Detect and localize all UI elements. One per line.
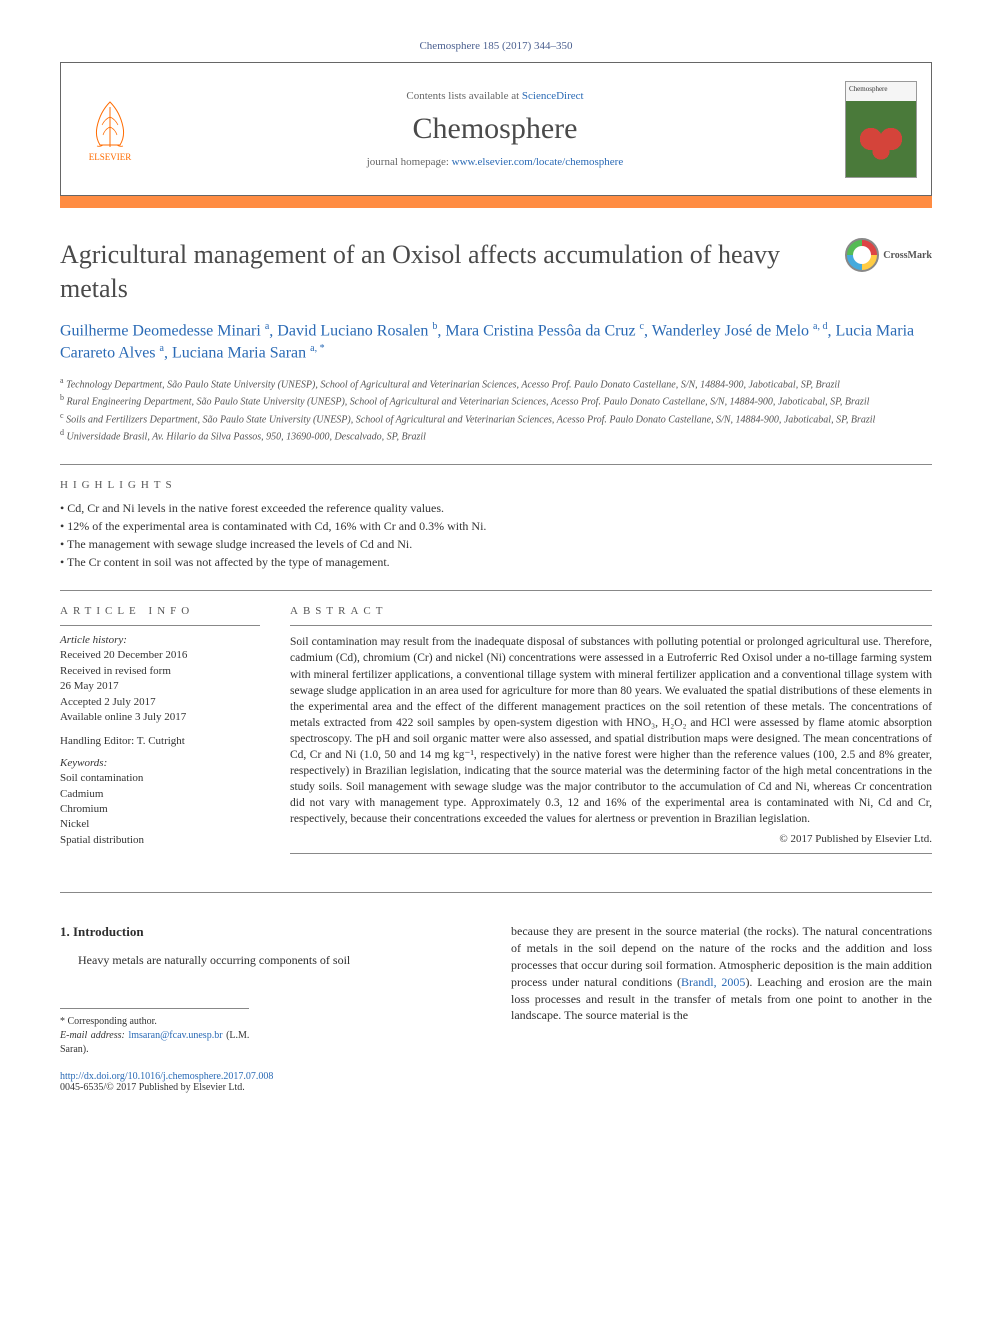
contents-prefix: Contents lists available at <box>406 90 521 102</box>
corresponding-author-block: * Corresponding author. E-mail address: … <box>60 1008 249 1057</box>
divider <box>60 464 932 465</box>
journal-cover-thumbnail <box>845 81 917 178</box>
highlight-item: The management with sewage sludge increa… <box>60 537 932 552</box>
keyword-item: Nickel <box>60 817 260 832</box>
homepage-link[interactable]: www.elsevier.com/locate/chemosphere <box>452 156 624 168</box>
article-info-column: ARTICLE INFO Article history: Received 2… <box>60 605 260 862</box>
elsevier-logo: ELSEVIER <box>75 97 145 162</box>
affiliation-item: c Soils and Fertilizers Department, São … <box>60 410 932 427</box>
highlight-item: 12% of the experimental area is contamin… <box>60 519 932 534</box>
keyword-item: Soil contamination <box>60 771 260 786</box>
abstract-text: Soil contamination may result from the i… <box>290 634 932 827</box>
right-column: because they are present in the source m… <box>511 923 932 1057</box>
journal-header: ELSEVIER Contents lists available at Sci… <box>60 62 932 196</box>
affiliation-item: a Technology Department, São Paulo State… <box>60 375 932 392</box>
abstract-heading: ABSTRACT <box>290 605 932 617</box>
affiliations-block: a Technology Department, São Paulo State… <box>60 375 932 444</box>
article-title: Agricultural management of an Oxisol aff… <box>60 238 845 306</box>
intro-paragraph-right: because they are present in the source m… <box>511 923 932 1024</box>
divider <box>60 892 932 893</box>
highlights-list: Cd, Cr and Ni levels in the native fores… <box>60 501 932 570</box>
article-info-heading: ARTICLE INFO <box>60 605 260 617</box>
sciencedirect-link[interactable]: ScienceDirect <box>522 90 584 102</box>
keyword-item: Cadmium <box>60 787 260 802</box>
corr-author-label: * Corresponding author. <box>60 1015 249 1029</box>
revised-date: 26 May 2017 <box>60 679 260 694</box>
received-date: Received 20 December 2016 <box>60 648 260 663</box>
copyright-line: © 2017 Published by Elsevier Ltd. <box>290 833 932 845</box>
affiliation-item: b Rural Engineering Department, São Paul… <box>60 392 932 409</box>
revised-label: Received in revised form <box>60 664 260 679</box>
keyword-item: Spatial distribution <box>60 833 260 848</box>
intro-paragraph-left: Heavy metals are naturally occurring com… <box>60 952 481 969</box>
author-list: Guilherme Deomedesse Minari a, David Luc… <box>60 320 932 365</box>
issn-line: 0045-6535/© 2017 Published by Elsevier L… <box>60 1082 932 1093</box>
abstract-column: ABSTRACT Soil contamination may result f… <box>290 605 932 862</box>
highlights-heading: HIGHLIGHTS <box>60 479 932 491</box>
keywords-list: Soil contaminationCadmiumChromiumNickelS… <box>60 771 260 848</box>
journal-name: Chemosphere <box>145 112 845 146</box>
doi-block: http://dx.doi.org/10.1016/j.chemosphere.… <box>60 1071 932 1093</box>
contents-available-line: Contents lists available at ScienceDirec… <box>145 90 845 102</box>
history-label: Article history: <box>60 634 260 646</box>
keywords-label: Keywords: <box>60 757 260 769</box>
body-text-columns: 1. Introduction Heavy metals are natural… <box>60 923 932 1057</box>
left-column: 1. Introduction Heavy metals are natural… <box>60 923 481 1057</box>
elsevier-tree-icon <box>85 97 135 152</box>
elsevier-label: ELSEVIER <box>89 152 132 162</box>
accepted-date: Accepted 2 July 2017 <box>60 695 260 710</box>
crossmark-icon <box>845 238 879 272</box>
accent-bar <box>60 196 932 208</box>
citation-brandl-2005[interactable]: Brandl, 2005 <box>681 975 746 989</box>
highlight-item: The Cr content in soil was not affected … <box>60 555 932 570</box>
corr-author-email[interactable]: lmsaran@fcav.unesp.br <box>128 1030 222 1041</box>
section-heading-intro: 1. Introduction <box>60 923 481 941</box>
doi-link[interactable]: http://dx.doi.org/10.1016/j.chemosphere.… <box>60 1071 273 1082</box>
journal-citation: Chemosphere 185 (2017) 344–350 <box>60 40 932 52</box>
divider <box>60 590 932 591</box>
affiliation-item: d Universidade Brasil, Av. Hilario da Si… <box>60 427 932 444</box>
highlight-item: Cd, Cr and Ni levels in the native fores… <box>60 501 932 516</box>
crossmark-badge[interactable]: CrossMark <box>845 238 932 272</box>
online-date: Available online 3 July 2017 <box>60 710 260 725</box>
email-label: E-mail address: <box>60 1030 128 1041</box>
homepage-line: journal homepage: www.elsevier.com/locat… <box>145 156 845 168</box>
handling-editor: Handling Editor: T. Cutright <box>60 735 260 747</box>
homepage-prefix: journal homepage: <box>367 156 452 168</box>
keyword-item: Chromium <box>60 802 260 817</box>
crossmark-label: CrossMark <box>883 250 932 261</box>
